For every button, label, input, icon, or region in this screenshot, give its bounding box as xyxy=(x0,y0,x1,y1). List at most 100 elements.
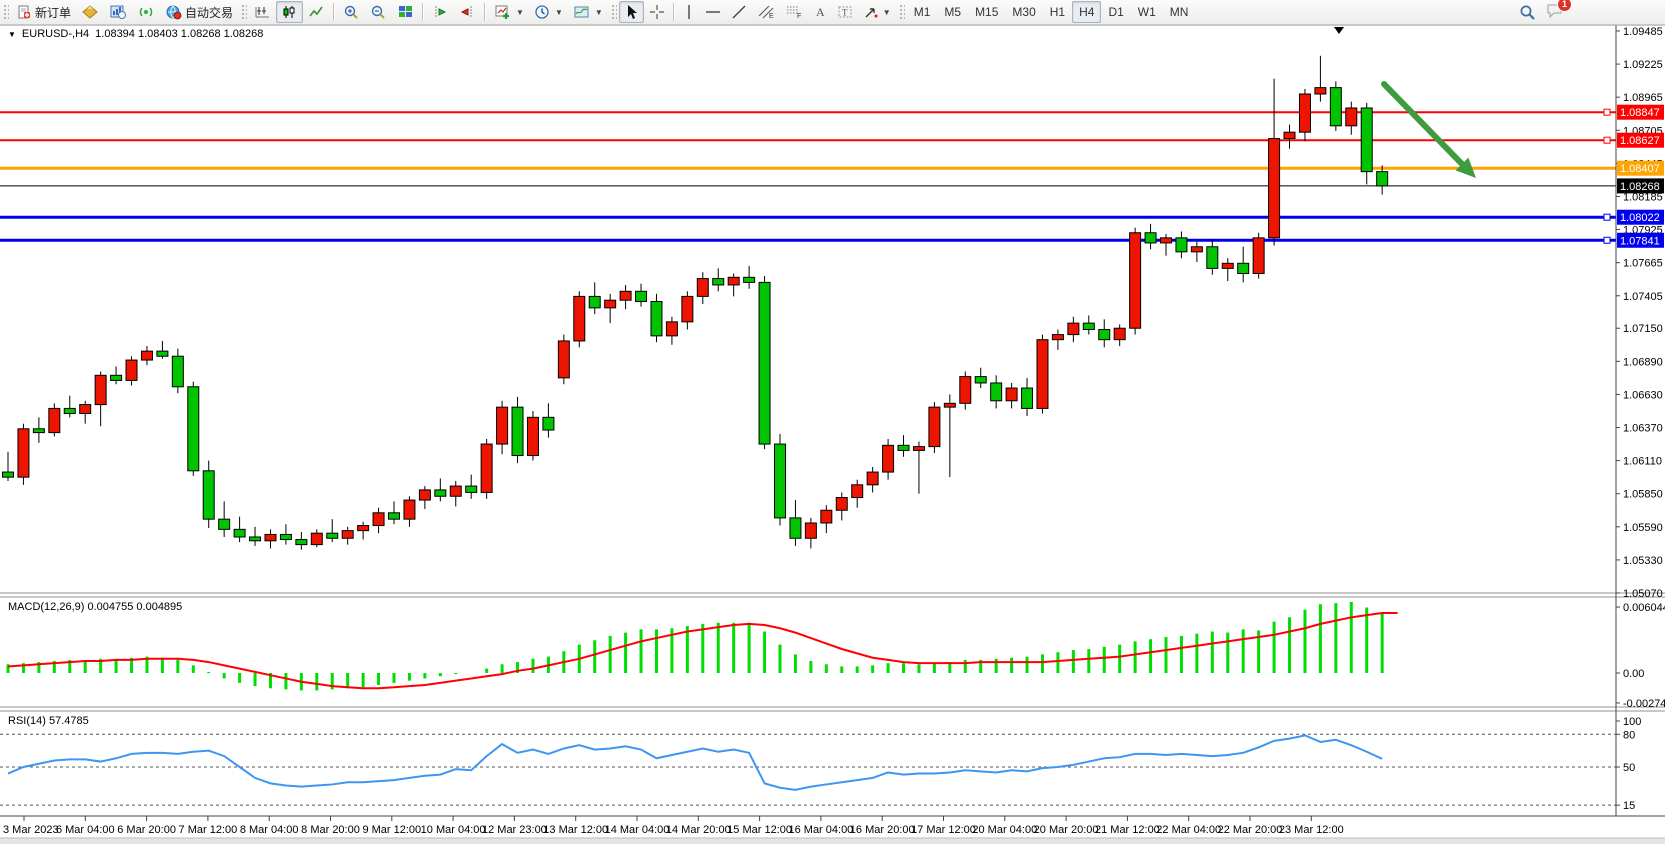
chevron-down-icon: ▼ xyxy=(516,7,524,17)
candle xyxy=(959,376,972,404)
timeframe-m30[interactable]: M30 xyxy=(1012,5,1036,19)
market-watch-button[interactable] xyxy=(76,1,104,23)
price-badge xyxy=(1617,160,1664,176)
arrows-button[interactable]: ▼ xyxy=(858,1,896,23)
line-marker[interactable] xyxy=(1603,108,1611,116)
candle xyxy=(990,382,1003,402)
auto-scroll-button[interactable] xyxy=(427,1,454,23)
signals-icon xyxy=(139,7,153,17)
candlestick-chart-icon xyxy=(283,6,295,18)
new-order-label: 新订单 xyxy=(35,5,72,20)
timeframe-h4[interactable]: H4 xyxy=(1072,1,1102,23)
candle xyxy=(1360,107,1373,173)
zoom-out-icon xyxy=(371,5,385,19)
line-marker[interactable] xyxy=(1603,213,1611,221)
chevron-down-icon: ▼ xyxy=(594,7,603,17)
cursor-button[interactable] xyxy=(618,1,644,23)
auto-trading-button[interactable]: 自动交易 xyxy=(160,1,238,23)
trendline-icon xyxy=(732,5,746,19)
timeframe-m15[interactable]: M15 xyxy=(975,5,999,19)
templates-button[interactable]: ▼ xyxy=(568,1,608,23)
rsi-tick-label: 80 xyxy=(1623,729,1635,741)
auto-scroll-icon xyxy=(435,6,447,18)
data-window-button[interactable] xyxy=(104,1,132,23)
cursor-icon xyxy=(627,5,637,19)
vertical-line-button[interactable] xyxy=(678,1,700,23)
zoom-in-button[interactable] xyxy=(338,1,365,23)
candle xyxy=(249,536,262,542)
toolbar-grip[interactable] xyxy=(2,3,9,21)
text-button[interactable]: A xyxy=(808,1,832,23)
rsi-tick-label: 100 xyxy=(1623,716,1641,728)
bar-chart-button[interactable] xyxy=(249,1,276,23)
candle xyxy=(1283,131,1296,140)
notifications-button[interactable]: 1 xyxy=(1546,0,1572,22)
panel-separator[interactable] xyxy=(0,593,1665,597)
toolbar: 新订单 自动交易 xyxy=(0,0,1665,25)
tile-windows-button[interactable] xyxy=(392,1,419,23)
price-badge xyxy=(1617,232,1664,248)
line-marker[interactable] xyxy=(1603,136,1611,144)
candle xyxy=(650,300,663,337)
time-label: 21 Mar 12:00 xyxy=(1095,824,1160,836)
time-label: 16 Mar 04:00 xyxy=(788,824,853,836)
candle xyxy=(496,406,509,445)
panel-separator[interactable] xyxy=(0,707,1665,711)
candle xyxy=(804,522,817,539)
timeframe-m1[interactable]: M1 xyxy=(913,5,931,19)
search-icon[interactable] xyxy=(1519,4,1536,21)
line-marker[interactable] xyxy=(1603,236,1611,244)
macd-tick-label: -0.002746 xyxy=(1623,698,1665,710)
scroll-marker-icon[interactable] xyxy=(1334,27,1344,34)
candle xyxy=(79,404,92,415)
collapse-triangle-icon[interactable]: ▼ xyxy=(8,29,16,39)
toolbar-grip[interactable] xyxy=(897,3,905,21)
timeframe-m5[interactable]: M5 xyxy=(944,5,962,19)
candle xyxy=(434,489,447,497)
timeframe-mn[interactable]: MN xyxy=(1169,5,1189,19)
horizontal-scrollbar[interactable] xyxy=(0,838,1665,844)
new-order-button[interactable]: 新订单 xyxy=(11,1,76,23)
price-tick-label: 1.05070 xyxy=(1623,588,1663,600)
price-tick-label: 1.05850 xyxy=(1623,489,1663,501)
zoom-in-icon xyxy=(344,5,358,19)
periods-button[interactable]: ▼ xyxy=(529,1,568,23)
candle xyxy=(727,276,740,286)
candle xyxy=(63,407,76,415)
price-tick-label: 1.09485 xyxy=(1623,26,1663,38)
timeframe-h1[interactable]: H1 xyxy=(1049,5,1066,19)
time-label: 20 Mar 04:00 xyxy=(972,824,1037,836)
data-window-icon xyxy=(110,5,127,19)
trend-arrow-head[interactable] xyxy=(1455,157,1476,178)
chart-canvas[interactable]: 1.094851.092251.089651.087051.084451.081… xyxy=(0,24,1665,844)
time-label: 17 Mar 12:00 xyxy=(911,824,976,836)
zoom-out-button[interactable] xyxy=(365,1,392,23)
arrows-icon xyxy=(865,8,878,18)
rsi-line xyxy=(7,734,1383,791)
new-chart-button[interactable]: ▼ xyxy=(489,1,529,23)
toolbar-grip[interactable] xyxy=(609,3,617,21)
candle xyxy=(310,532,323,546)
equidistant-channel-button[interactable]: E xyxy=(752,1,780,23)
toolbar-grip[interactable] xyxy=(240,3,248,21)
fibonacci-button[interactable]: F xyxy=(780,1,808,23)
trendline-button[interactable] xyxy=(726,1,752,23)
signals-button[interactable] xyxy=(132,1,160,23)
chart-shift-button[interactable] xyxy=(454,1,481,23)
candlestick-chart-button[interactable] xyxy=(276,1,304,23)
line-chart-button[interactable] xyxy=(303,1,330,23)
crosshair-button[interactable] xyxy=(644,1,670,23)
text-label-button[interactable]: T xyxy=(832,1,858,23)
trend-arrow[interactable] xyxy=(1381,81,1465,167)
timeframe-w1[interactable]: W1 xyxy=(1137,5,1156,19)
candle xyxy=(279,533,292,541)
price-tick-label: 1.06890 xyxy=(1623,356,1663,368)
svg-text:A: A xyxy=(816,5,825,19)
time-label: 23 Mar 12:00 xyxy=(1279,824,1344,836)
gold-icon xyxy=(82,5,98,19)
price-badge-label: 1.08627 xyxy=(1620,135,1660,147)
chart-header: ▼ EURUSD-,H4 1.08394 1.08403 1.08268 1.0… xyxy=(8,28,263,40)
price-tick-label: 1.08185 xyxy=(1623,191,1663,203)
horizontal-line-button[interactable] xyxy=(700,1,726,23)
timeframe-d1[interactable]: D1 xyxy=(1108,5,1124,19)
